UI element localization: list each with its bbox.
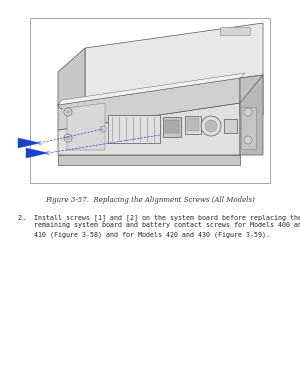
Circle shape [64,134,72,142]
Polygon shape [58,103,240,155]
Bar [187,118,199,131]
Polygon shape [67,103,105,150]
Text: 410 (Figure 3-58) and for Models 420 and 430 (Figure 3-59).: 410 (Figure 3-58) and for Models 420 and… [18,231,270,237]
Circle shape [66,136,70,140]
Polygon shape [58,73,245,105]
Circle shape [205,120,217,132]
Polygon shape [26,148,48,158]
Polygon shape [85,23,263,100]
Circle shape [244,108,252,116]
Polygon shape [58,78,240,130]
Polygon shape [240,75,263,155]
Bar [30,18,270,183]
Polygon shape [18,138,40,148]
Bar [220,27,250,35]
Bar [241,107,256,149]
Text: remaining system board and battery contact screws for Models 400 and: remaining system board and battery conta… [18,222,300,229]
Polygon shape [58,155,240,165]
Circle shape [244,136,252,144]
Bar [163,117,181,137]
Circle shape [46,151,50,155]
Polygon shape [58,48,85,105]
Circle shape [38,141,42,145]
Bar [185,116,201,134]
Bar [224,119,237,133]
Circle shape [100,126,106,132]
Circle shape [201,116,221,136]
Polygon shape [240,75,263,115]
Text: 2.  Install screws [1] and [2] on the system board before replacing the: 2. Install screws [1] and [2] on the sys… [18,214,300,221]
Text: Figure 3-57.  Replacing the Alignment Screws (All Models): Figure 3-57. Replacing the Alignment Scr… [45,196,255,204]
Bar [165,120,179,133]
Circle shape [64,108,72,116]
Circle shape [66,110,70,114]
Bar [108,115,160,143]
